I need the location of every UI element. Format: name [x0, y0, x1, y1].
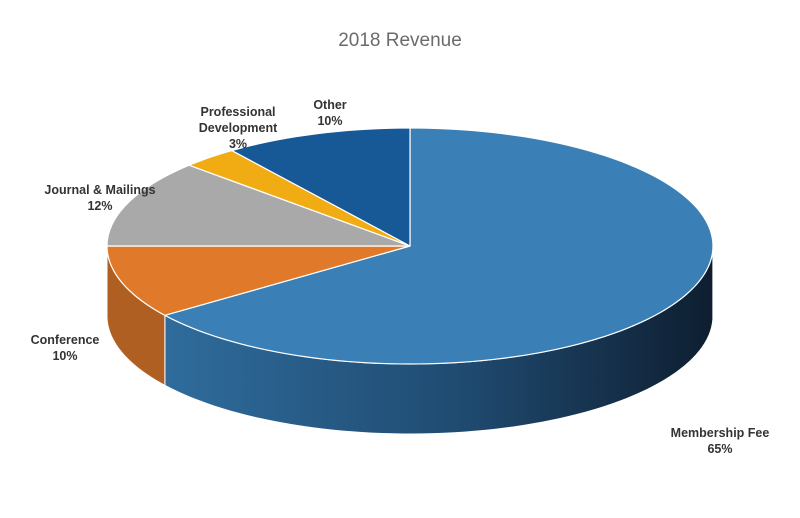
- slice-name-line-2: Development: [198, 121, 278, 135]
- slice-name-line-1: Professional: [200, 105, 276, 119]
- slice-journal-mailings: [106, 164, 411, 247]
- slice-professional-development: [188, 149, 411, 247]
- slice-membership-fee: [164, 127, 714, 365]
- slice-label-membership-fee: Membership Fee 65%: [660, 425, 780, 457]
- slice-label-other: Other 10%: [300, 97, 360, 129]
- slice-name: Journal & Mailings: [44, 183, 156, 197]
- slice-label-journal-mailings: Journal & Mailings 12%: [30, 182, 170, 214]
- slice-value: 3%: [228, 137, 248, 151]
- slice-name: Membership Fee: [670, 426, 770, 440]
- slice-value: 12%: [87, 199, 113, 213]
- slice-value: 65%: [707, 442, 733, 456]
- slice-other: [231, 127, 411, 247]
- slice-conference: [106, 245, 411, 316]
- slice-value: 10%: [317, 114, 343, 128]
- slice-label-conference: Conference 10%: [15, 332, 115, 364]
- slice-label-professional-development: Professional Development 3%: [186, 104, 290, 152]
- slice-name: Other: [313, 98, 347, 112]
- chart-title: 2018 Revenue: [338, 30, 462, 51]
- slice-value: 10%: [52, 349, 78, 363]
- slice-name: Conference: [30, 333, 100, 347]
